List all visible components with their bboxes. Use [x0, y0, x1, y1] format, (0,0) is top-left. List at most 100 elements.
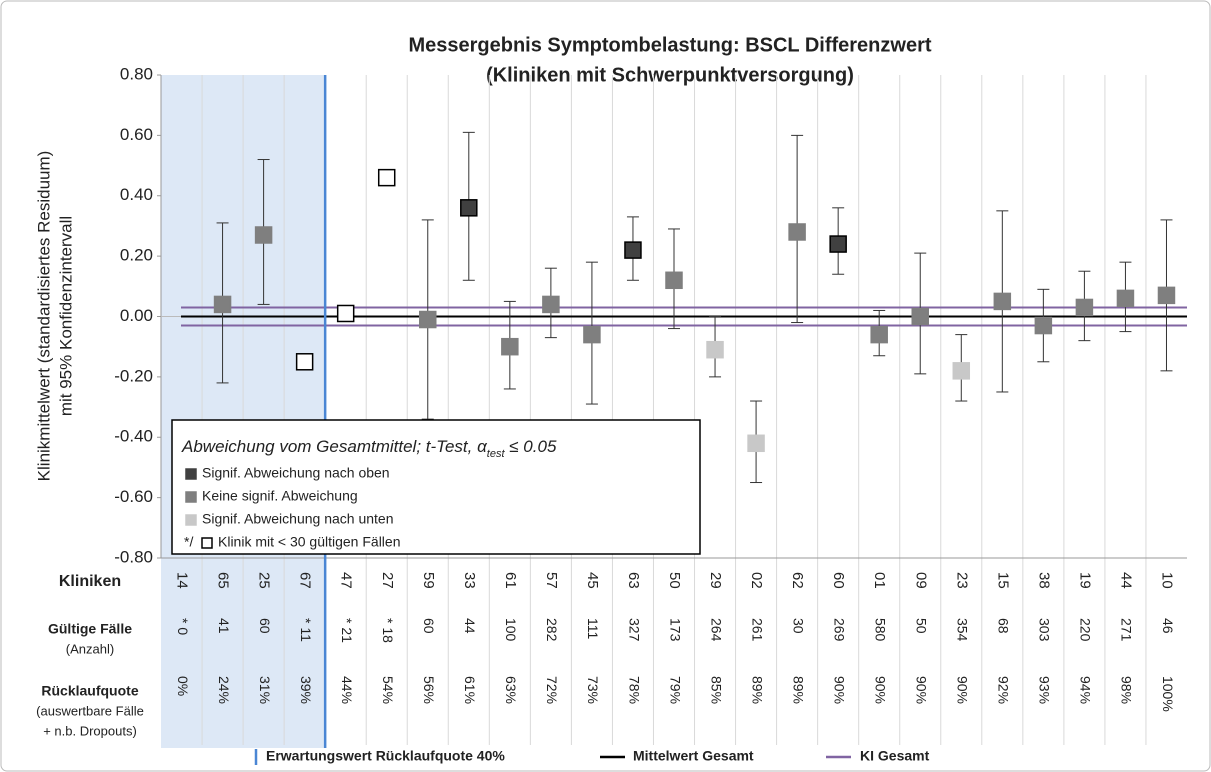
clinic-label: 15: [994, 572, 1011, 589]
marker: [213, 295, 232, 314]
rate-label: 63%: [503, 676, 519, 704]
marker: [665, 271, 683, 290]
clinic-label: 27: [379, 572, 396, 589]
cases-label: 261: [749, 618, 765, 642]
marker: [870, 325, 888, 344]
chart-title: Messergebnis Symptombelastung: BSCL Diff…: [408, 34, 931, 56]
legend-title: Abweichung vom Gesamtmittel; t-Test, αte…: [181, 437, 557, 459]
clinic-label: 63: [625, 572, 642, 589]
cases-label: 68: [996, 618, 1012, 634]
marker: [706, 340, 724, 359]
marker: [624, 241, 642, 259]
legend-prefix: */: [184, 534, 193, 550]
rate-label: 90%: [914, 676, 930, 704]
marker: [993, 292, 1012, 311]
rate-label: 89%: [790, 676, 806, 704]
legend-title-part: Abweichung vom Gesamtmittel; t-Test, α: [181, 437, 488, 456]
marker: [583, 325, 601, 344]
legend-swatch: [185, 514, 197, 526]
clinic-label: 60: [830, 572, 847, 589]
legend-label: Signif. Abweichung nach oben: [202, 465, 390, 481]
clinic-label: 50: [666, 572, 683, 589]
marker: [1116, 289, 1135, 308]
rate-label: 78%: [626, 676, 642, 704]
y-tick-label: 0.40: [120, 185, 153, 204]
cases-label: 271: [1119, 618, 1135, 642]
y-tick-label: -0.60: [114, 487, 153, 506]
cases-label: 30: [790, 618, 806, 634]
rate-label: 94%: [1078, 676, 1094, 704]
rate-label: 93%: [1037, 676, 1053, 704]
rate-label: 72%: [544, 676, 560, 704]
cases-label: 269: [831, 618, 847, 642]
legend-label: KI Gesamt: [860, 748, 930, 764]
marker: [377, 168, 396, 187]
cases-label: 60: [257, 618, 273, 634]
y-tick-label: -0.80: [114, 547, 153, 566]
clinic-label: 38: [1035, 572, 1052, 589]
cases-label: 173: [667, 618, 683, 642]
marker: [1034, 316, 1053, 335]
clinic-label: 19: [1076, 572, 1093, 589]
cases-label: 264: [708, 618, 724, 642]
legend-label: Klinik mit < 30 gültigen Fällen: [218, 534, 401, 550]
marker: [911, 307, 929, 326]
rate-label: 92%: [996, 676, 1012, 704]
y-tick-label: 0.60: [120, 125, 153, 144]
row-header: (auswertbare Fälle: [36, 703, 144, 718]
clinic-label: 10: [1159, 572, 1176, 589]
clinic-label: 29: [707, 572, 724, 589]
rate-label: 90%: [872, 676, 888, 704]
cases-label: 354: [955, 618, 971, 642]
rate-label: 100%: [1160, 676, 1176, 712]
marker: [460, 199, 478, 217]
rate-label: 79%: [667, 676, 683, 704]
rate-label: 61%: [462, 676, 478, 704]
chart-subtitle: (Kliniken mit Schwerpunktversorgung): [486, 64, 854, 86]
clinic-label: 25: [256, 572, 273, 589]
marker: [788, 223, 806, 241]
rate-label: 0%: [175, 676, 191, 696]
cases-label: 46: [1160, 618, 1176, 634]
marker: [254, 226, 273, 244]
rate-label: 85%: [708, 676, 724, 704]
y-tick-label: 0.00: [120, 306, 153, 325]
rate-label: 90%: [955, 676, 971, 704]
row-header: Gültige Fälle: [48, 621, 132, 637]
marker: [829, 235, 847, 253]
cases-label: * 11: [298, 618, 314, 642]
marker: [542, 295, 560, 314]
cases-label: * 18: [380, 618, 396, 643]
rate-label: 56%: [421, 676, 437, 704]
cases-label: 303: [1037, 618, 1053, 642]
cases-label: 580: [872, 618, 888, 642]
legend-label: Signif. Abweichung nach unten: [202, 511, 393, 527]
cases-label: * 0: [175, 618, 191, 635]
clinic-label: 59: [420, 572, 437, 589]
y-tick-label: -0.40: [114, 427, 153, 446]
clinic-label: 01: [871, 572, 888, 589]
clinic-label: 44: [1117, 572, 1134, 589]
marker: [747, 434, 765, 453]
legend-label: Mittelwert Gesamt: [633, 748, 754, 764]
legend-title-part: ≤ 0.05: [505, 437, 557, 456]
clinic-label: 62: [789, 572, 806, 589]
y-tick-label: 0.80: [120, 64, 153, 83]
clinic-label: 23: [953, 572, 970, 589]
clinic-label: 67: [297, 572, 314, 589]
rate-label: 54%: [380, 676, 396, 704]
cases-label: 282: [544, 618, 560, 642]
row-header: + n.b. Dropouts): [43, 723, 137, 738]
marker: [419, 310, 437, 329]
rate-label: 39%: [298, 676, 314, 704]
marker: [501, 337, 519, 356]
clinic-label: 14: [174, 572, 191, 589]
y-axis-label: Klinikmittelwert (standardisiertes Resid…: [34, 151, 53, 482]
marker: [1075, 298, 1094, 317]
cases-label: 327: [626, 618, 642, 642]
clinic-label: 45: [584, 572, 601, 589]
marker: [336, 304, 355, 323]
cases-label: 41: [216, 618, 232, 634]
